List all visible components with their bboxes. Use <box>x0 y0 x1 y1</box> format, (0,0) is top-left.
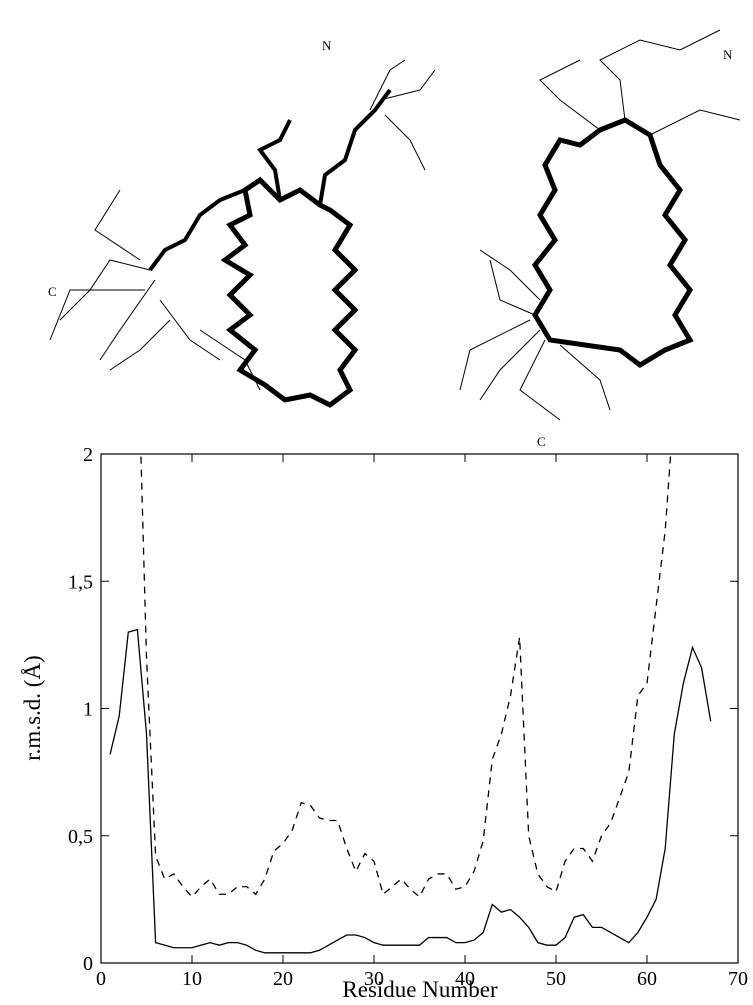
plot-frame <box>100 453 739 964</box>
series-line <box>140 454 672 898</box>
x-tick-label: 20 <box>273 968 293 990</box>
x-axis-label: Residue Number <box>342 977 498 1002</box>
y-axis-label: r.m.s.d. (Å) <box>20 655 45 760</box>
x-tick-label: 40 <box>455 968 475 990</box>
x-tick-label: 50 <box>546 968 566 990</box>
plot-lines <box>109 454 712 954</box>
structure-left: N C <box>48 38 436 408</box>
structure-right: N C <box>459 29 741 449</box>
x-tick-label: 0 <box>96 968 106 990</box>
n-terminus-label: N <box>322 38 332 53</box>
y-tick-label: 2 <box>83 444 93 466</box>
n-terminus-label: N <box>723 47 733 62</box>
x-tick-label: 30 <box>364 968 384 990</box>
y-tick-label: 1 <box>83 699 93 721</box>
y-tick-label: 0,5 <box>68 826 93 848</box>
y-tick-label: 0 <box>83 953 93 975</box>
series-line <box>109 628 712 954</box>
y-tick-label: 1,5 <box>68 571 93 593</box>
c-terminus-label: C <box>48 284 57 299</box>
c-terminus-label: C <box>537 434 546 449</box>
x-tick-label: 70 <box>728 968 748 990</box>
x-tick-label: 10 <box>182 968 202 990</box>
x-tick-label: 60 <box>637 968 657 990</box>
